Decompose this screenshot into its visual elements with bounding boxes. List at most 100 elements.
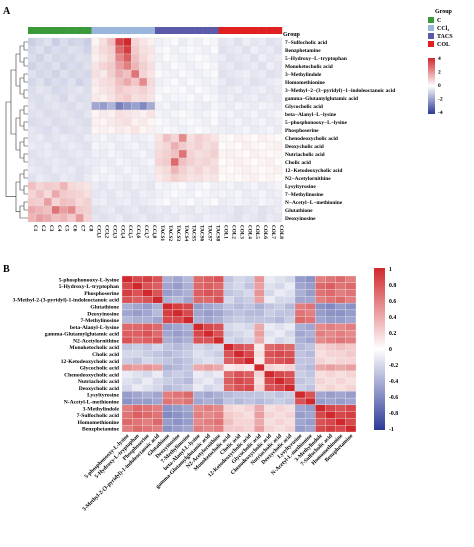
heatmap-a-cell <box>91 45 100 55</box>
heatmap-a-cell <box>51 157 60 167</box>
heatmap-b-cell <box>335 309 346 317</box>
heatmap-a-cell <box>91 189 100 199</box>
heatmap-b-cell <box>254 289 265 297</box>
heatmap-a-cell <box>27 165 37 175</box>
heatmap-a-cell <box>265 117 275 127</box>
colorbar-b-tick: -1 <box>389 427 394 433</box>
heatmap-a-cell <box>67 149 76 159</box>
heatmap-a-cell <box>210 117 219 127</box>
heatmap-b-cell <box>304 404 316 412</box>
heatmap-b-cell <box>182 384 194 392</box>
heatmap-b-cell <box>243 425 255 433</box>
heatmap-b-cell <box>274 323 285 331</box>
group-bar-label: Group <box>283 32 301 38</box>
heatmap-a-cell <box>250 181 259 191</box>
heatmap-a-cell <box>154 53 164 63</box>
heatmap-b-cell <box>264 282 275 290</box>
heatmap-a-cell <box>91 173 100 183</box>
heatmap-a-cell <box>91 133 100 143</box>
heatmap-b-cell <box>142 418 153 426</box>
heatmap-b-cell <box>142 364 153 372</box>
heatmap-a-cell <box>35 77 45 87</box>
heatmap-b-cell <box>315 343 326 351</box>
heatmap-a-cell <box>107 181 116 191</box>
heatmap-a-cell <box>162 165 172 175</box>
heatmap-b-cell <box>223 370 235 378</box>
heatmap-b-cell <box>203 425 214 433</box>
heatmap-a-cell <box>258 125 267 135</box>
heatmap-b-cell <box>294 404 306 412</box>
heatmap-a-cell <box>99 53 108 63</box>
heatmap-b-cell <box>132 397 143 406</box>
heatmap-a-cell <box>170 141 179 151</box>
heatmap-a-cell <box>107 189 116 199</box>
heatmap-b-cell <box>193 289 204 297</box>
heatmap-a-cell <box>170 85 179 95</box>
heatmap-a-cell <box>178 197 187 207</box>
heatmap-b-cell <box>315 391 326 399</box>
heatmap-a-cell <box>178 117 187 127</box>
heatmap-a-cell <box>91 101 100 111</box>
heatmap-b-row-label: gamma-Glutamylglutamic acid <box>45 332 120 338</box>
heatmap-a-cell <box>123 61 132 71</box>
heatmap-a-row-label: Chenodeoxycholic acid <box>285 136 338 142</box>
heatmap-b-cell <box>121 364 133 372</box>
heatmap-b-cell <box>152 404 163 412</box>
heatmap-b-cell <box>193 397 204 406</box>
heatmap-a-cell <box>178 53 187 63</box>
heatmap-b-cell <box>152 364 163 372</box>
heatmap-a-cell <box>99 37 108 47</box>
heatmap-b-cell <box>172 404 184 412</box>
heatmap-a-cell <box>131 181 140 191</box>
heatmap-a-cell <box>258 93 267 103</box>
heatmap-b-cell <box>162 404 174 412</box>
heatmap-b-cell <box>223 296 235 304</box>
heatmap-a-cell <box>265 149 275 159</box>
group-bar-cell <box>59 27 68 34</box>
heatmap-a-cell <box>194 61 203 71</box>
heatmap-b-cell <box>223 275 235 283</box>
heatmap-b-cell <box>152 275 163 283</box>
heatmap-a-cell <box>67 69 76 79</box>
heatmap-b-cell <box>315 296 326 304</box>
heatmap-b-cell <box>304 397 316 406</box>
heatmap-b-cell <box>172 357 184 365</box>
heatmap-b-cell <box>223 282 235 290</box>
heatmap-a-cell <box>99 69 108 79</box>
heatmap-a-cell <box>115 165 124 175</box>
heatmap-a-cell <box>131 53 140 63</box>
heatmap-a-cell <box>99 205 108 215</box>
heatmap-a-cell <box>51 45 60 55</box>
heatmap-a-cell <box>107 213 116 223</box>
heatmap-b-row-label: Homomethionine <box>78 420 120 426</box>
group-bar-cell <box>99 27 108 34</box>
heatmap-a: 7−Sulfocholic acid Benzphetamine 5−Hydroxy… <box>27 27 395 241</box>
heatmap-a-row-label: 7−Methylinosine <box>285 192 324 198</box>
heatmap-a-cell <box>258 77 267 87</box>
heatmap-a-cell <box>138 141 148 151</box>
heatmap-b-cell <box>315 336 326 344</box>
heatmap-a-cell <box>91 149 100 159</box>
heatmap-a-cell <box>67 37 76 47</box>
heatmap-b-cell <box>264 330 275 338</box>
heatmap-a-cell <box>186 205 195 215</box>
heatmap-b-cell <box>203 391 214 399</box>
heatmap-a-cell <box>250 141 259 151</box>
heatmap-a-cell <box>43 157 52 167</box>
heatmap-a-cell <box>59 133 68 143</box>
heatmap-a-cell <box>186 53 195 63</box>
heatmap-a-cell <box>170 197 179 207</box>
heatmap-b-cell <box>193 275 204 283</box>
heatmap-a-cell <box>75 197 84 207</box>
heatmap-b-cell <box>345 336 357 344</box>
heatmap-a-cell <box>59 173 68 183</box>
heatmap-a-row-label: Phosphoserine <box>285 128 319 134</box>
heatmap-b-cell <box>345 289 357 297</box>
heatmap-a-cell <box>107 77 116 87</box>
heatmap-a-cell <box>35 157 45 167</box>
heatmap-b-cell <box>172 384 184 392</box>
heatmap-b-cell <box>254 330 265 338</box>
heatmap-a-cell <box>258 173 267 183</box>
heatmap-b-cell <box>223 323 235 331</box>
